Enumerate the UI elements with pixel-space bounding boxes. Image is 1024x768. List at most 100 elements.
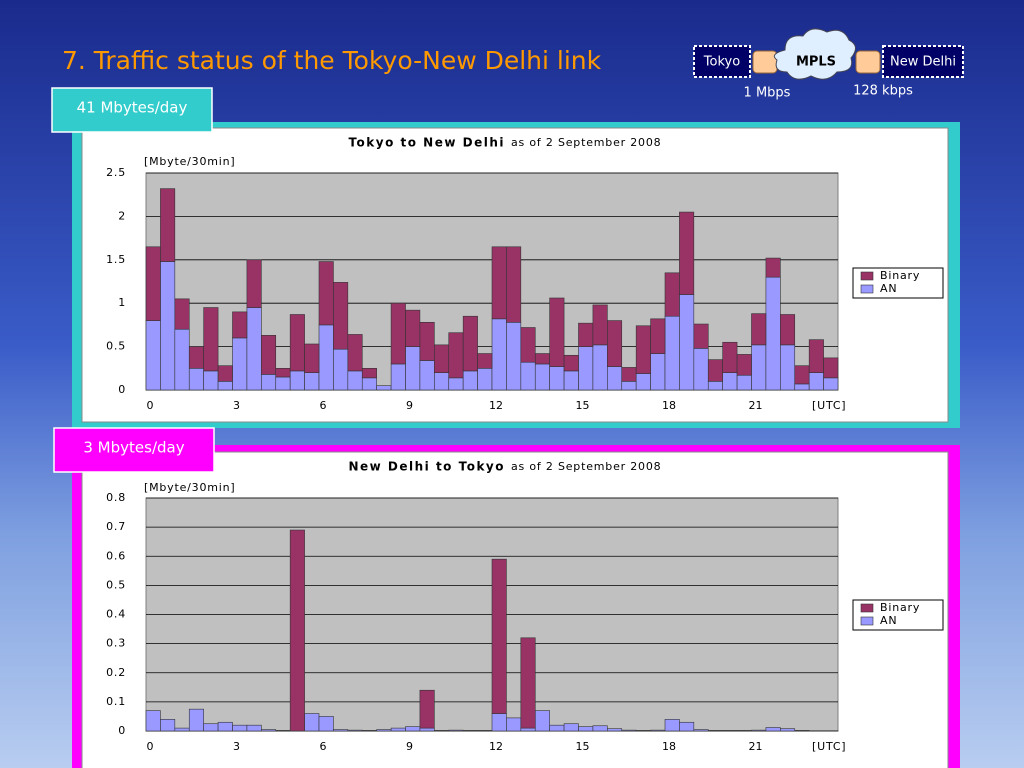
node-label: New Delhi: [890, 55, 956, 70]
x-tick-label: 21: [749, 399, 763, 412]
bar: [722, 341, 738, 373]
bar: [534, 353, 550, 365]
bar: [462, 315, 478, 372]
bar: [765, 727, 781, 732]
bar: [347, 370, 363, 391]
bar: [679, 721, 695, 732]
y-tick-label: 0: [118, 724, 126, 737]
bar: [736, 354, 752, 376]
bar: [679, 211, 695, 295]
bar: [592, 725, 608, 732]
bar: [693, 348, 709, 391]
legend-swatch: [860, 603, 874, 613]
bar: [794, 383, 810, 391]
x-axis-label: [UTC]: [812, 399, 846, 412]
x-tick-label: 3: [233, 740, 240, 753]
bar: [477, 730, 493, 732]
bar: [419, 321, 435, 361]
legend-label: Binary: [880, 269, 920, 282]
bar: [650, 353, 666, 391]
bar: [261, 374, 277, 391]
bar: [160, 719, 176, 732]
x-tick-label: 3: [233, 399, 240, 412]
bar: [405, 726, 421, 732]
bar: [145, 246, 161, 321]
bar: [578, 322, 594, 347]
bar: [246, 307, 262, 391]
annotation-box: [51, 87, 213, 133]
bar: [707, 381, 723, 391]
bar: [592, 304, 608, 346]
bar: [794, 730, 810, 732]
bar: [664, 315, 680, 391]
cloud: [773, 28, 856, 80]
bar: [405, 346, 421, 391]
bar: [419, 360, 435, 391]
y-tick-label: 0.5: [106, 578, 126, 591]
cloud-label: MPLS: [796, 55, 836, 70]
bar: [188, 367, 204, 391]
x-tick-label: 12: [489, 399, 503, 412]
bar: [621, 367, 637, 382]
legend-label: AN: [880, 282, 897, 295]
chart-title: Tokyo to New Delhi: [348, 136, 505, 150]
bar: [491, 318, 507, 391]
bar: [635, 730, 651, 732]
bar: [520, 637, 536, 729]
bar: [621, 729, 637, 732]
y-tick-label: 0.6: [106, 549, 126, 562]
annotation-box: [53, 427, 215, 473]
bar: [563, 723, 579, 732]
bar: [549, 366, 565, 391]
bar: [679, 294, 695, 391]
bar: [434, 344, 450, 373]
speed-label: 1 Mbps: [744, 86, 791, 101]
bar: [794, 365, 810, 385]
bar: [534, 710, 550, 732]
bar: [318, 261, 334, 326]
bar: [203, 307, 219, 372]
bar: [477, 353, 493, 369]
bar: [376, 385, 392, 391]
bar: [434, 730, 450, 732]
chart-subtitle: as of 2 September 2008: [511, 136, 661, 149]
bar: [664, 272, 680, 317]
bar: [246, 724, 262, 732]
bar: [347, 334, 363, 372]
y-tick-label: 0.5: [106, 340, 126, 353]
bar: [477, 367, 493, 391]
bar: [434, 372, 450, 391]
x-tick-label: 15: [576, 399, 590, 412]
bar: [145, 320, 161, 391]
y-tick-label: 0: [118, 383, 126, 396]
bar: [693, 729, 709, 732]
bar: [361, 367, 377, 379]
bar: [448, 332, 464, 379]
bar: [808, 372, 824, 391]
bar: [765, 257, 781, 278]
bar: [333, 282, 349, 350]
bar: [549, 297, 565, 367]
bar: [520, 327, 536, 363]
node-box: [882, 45, 964, 78]
bar: [275, 730, 291, 732]
bar: [650, 318, 666, 354]
bar: [448, 377, 464, 391]
legend-swatch: [860, 284, 874, 294]
bar: [289, 314, 305, 372]
bar: [491, 713, 507, 732]
bar: [160, 188, 176, 262]
x-tick-label: 6: [320, 399, 327, 412]
bar: [607, 366, 623, 391]
bar: [304, 343, 320, 373]
bar: [174, 727, 190, 732]
x-tick-label: 18: [662, 399, 676, 412]
y-tick-label: 0.2: [106, 666, 126, 679]
x-tick-label: 18: [662, 740, 676, 753]
x-tick-label: 0: [147, 399, 154, 412]
bar: [506, 246, 522, 323]
bar: [174, 298, 190, 330]
bar: [217, 381, 233, 391]
y-axis-label: [Mbyte/30min]: [144, 155, 236, 168]
y-tick-label: 0.1: [106, 695, 126, 708]
